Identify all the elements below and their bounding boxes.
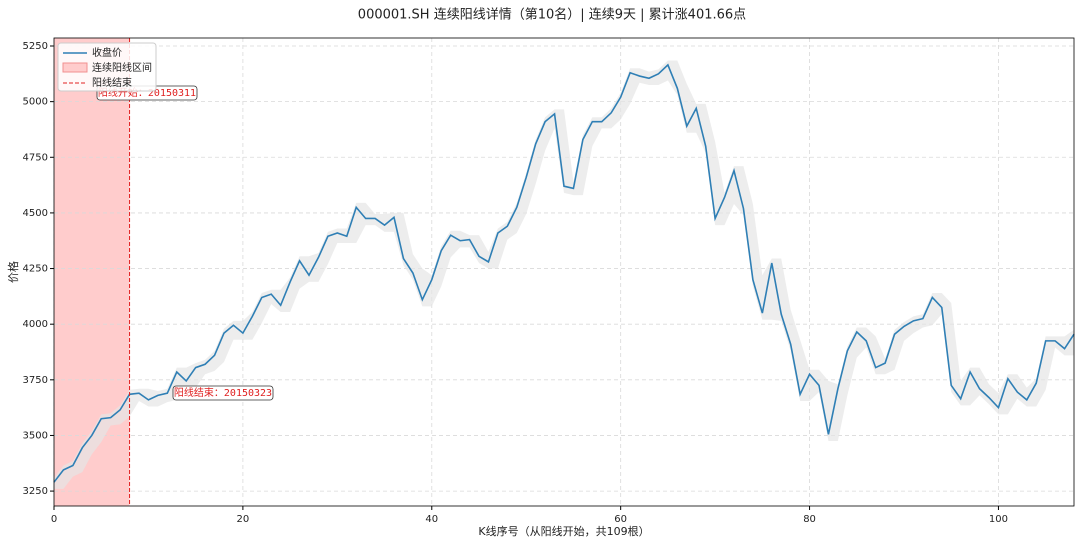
- price-line: [53, 63, 1075, 483]
- y-tick-label: 3500: [23, 430, 48, 441]
- chart-title: 000001.SH 连续阳线详情（第10名）| 连续9天 | 累计涨401.66…: [358, 7, 746, 23]
- x-tick-label: 80: [803, 514, 816, 525]
- high-low-band: [54, 60, 1074, 489]
- y-tick-label: 3750: [23, 375, 48, 386]
- annotation-text: 阳线结束：20150323: [174, 386, 272, 399]
- y-tick-label: 5000: [23, 97, 48, 108]
- legend-label: 收盘价: [92, 46, 122, 59]
- annotation: 阳线结束：20150323: [172, 385, 274, 401]
- legend-label: 连续阳线区间: [92, 61, 152, 74]
- y-axis-label: 价格: [6, 261, 20, 283]
- y-tick-label: 4250: [23, 264, 48, 275]
- legend-box: [57, 42, 157, 92]
- x-tick-label: 100: [989, 514, 1008, 525]
- x-tick-label: 20: [237, 514, 250, 525]
- legend-swatch: [62, 62, 88, 73]
- x-tick-label: 0: [51, 514, 57, 525]
- plot-frame: [53, 37, 1075, 507]
- x-tick-label: 40: [425, 514, 438, 525]
- y-tick-label: 4750: [23, 152, 48, 163]
- x-axis-label: K线序号（从阳线开始，共109根）: [478, 524, 649, 538]
- y-tick-label: 4000: [23, 319, 48, 330]
- y-tick-label: 4500: [23, 208, 48, 219]
- highlight-span: [54, 38, 130, 506]
- legend-label: 阳线结束: [92, 76, 132, 89]
- y-tick-label: 5250: [23, 41, 48, 52]
- y-tick-label: 3250: [23, 486, 48, 497]
- x-tick-label: 60: [614, 514, 627, 525]
- annotation-box: [172, 385, 274, 401]
